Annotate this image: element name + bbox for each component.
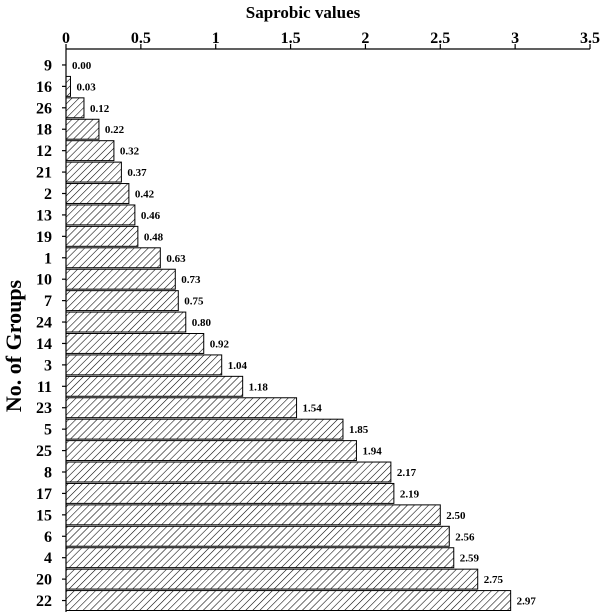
data-label: 1.54	[303, 403, 323, 415]
data-labels: 0.00 0.03 0.12 0.22 0.32 0.37 0.42 0.46 0.480.63…	[72, 60, 536, 608]
category-label: 17	[36, 486, 52, 503]
category-labels: 9 16 26 18 12 21 2 13 19 1 10 7 24 14 3 11 23 5 25 8 17 15 6 4 2…	[36, 57, 66, 610]
category-label: 23	[36, 400, 52, 417]
category-label: 8	[44, 465, 52, 482]
data-label: 1.04	[228, 360, 248, 372]
bar	[65, 354, 223, 376]
bar	[65, 525, 450, 547]
data-label: 1.18	[249, 381, 269, 393]
data-label: 0.32	[120, 146, 140, 158]
bar	[65, 418, 344, 440]
data-label: 0.03	[76, 81, 96, 93]
data-label: 0.48	[144, 231, 164, 243]
category-label: 6	[44, 529, 52, 546]
category-label: 24	[36, 315, 52, 332]
data-label: 0.46	[141, 210, 161, 222]
x-tick-label: 2.5	[430, 30, 450, 47]
data-label: 2.59	[460, 553, 480, 565]
category-label: 14	[36, 336, 52, 353]
bar	[65, 290, 179, 312]
data-label: 0.75	[184, 296, 204, 308]
data-label: 0.73	[181, 274, 201, 286]
bar	[65, 311, 187, 333]
category-label: 9	[44, 57, 52, 74]
x-tick-label: 1	[212, 30, 220, 47]
y-axis-title: No. of Groups	[1, 279, 26, 412]
bar	[65, 333, 205, 354]
data-label: 0.92	[210, 338, 230, 350]
x-tick-label: 2	[361, 30, 369, 47]
bar	[65, 482, 395, 504]
data-label: 2.50	[446, 510, 466, 522]
category-label: 12	[36, 143, 52, 160]
category-label: 18	[36, 122, 52, 139]
bar	[65, 161, 122, 183]
category-label: 3	[44, 357, 52, 374]
bar	[65, 183, 130, 204]
category-label: 25	[36, 443, 52, 460]
bar	[65, 440, 357, 462]
data-label: 0.12	[90, 103, 110, 115]
x-tick-label: 0	[62, 30, 70, 47]
bar	[65, 268, 176, 290]
category-label: 21	[36, 165, 52, 182]
bar	[65, 547, 455, 569]
bar	[65, 225, 139, 247]
category-label: 19	[36, 229, 52, 246]
data-label: 2.19	[400, 488, 420, 500]
bar	[65, 590, 512, 611]
category-label: 7	[44, 293, 52, 310]
category-label: 15	[36, 507, 52, 524]
data-label: 2.75	[484, 574, 504, 586]
x-tick-label: 3.5	[580, 30, 600, 47]
category-label: 20	[36, 572, 52, 589]
bar	[65, 140, 115, 162]
bar	[65, 504, 441, 526]
category-label: 4	[44, 550, 52, 567]
data-label: 0.22	[105, 124, 125, 136]
category-label: 13	[36, 207, 52, 224]
x-axis-ticks: 0 0.5 1 1.5 2 2.5 3 3.5	[62, 30, 600, 49]
data-label: 0.00	[72, 60, 92, 72]
data-label: 1.85	[349, 424, 369, 436]
data-label: 0.63	[166, 253, 186, 265]
x-tick-label: 3	[511, 30, 519, 47]
bar	[65, 375, 244, 397]
category-label: 16	[36, 79, 52, 96]
data-label: 2.17	[397, 467, 417, 479]
bar	[65, 397, 298, 419]
bar	[65, 568, 479, 590]
category-label: 2	[44, 186, 52, 203]
data-label: 0.80	[192, 317, 212, 329]
category-label: 1	[44, 250, 52, 267]
bar	[65, 204, 136, 226]
category-label: 5	[44, 422, 52, 439]
bar	[65, 118, 100, 140]
data-label: 2.56	[455, 531, 475, 543]
category-label: 11	[37, 379, 52, 396]
data-label: 2.97	[517, 596, 537, 608]
data-label: 1.94	[362, 446, 382, 458]
category-label: 22	[36, 593, 52, 610]
bar	[65, 75, 71, 97]
x-axis-title: Saprobic values	[246, 3, 361, 22]
bar	[65, 461, 392, 483]
data-label: 0.42	[135, 189, 155, 201]
bar	[65, 97, 85, 119]
category-label: 10	[36, 272, 52, 289]
x-tick-label: 0.5	[131, 30, 151, 47]
bar	[65, 247, 161, 269]
category-label: 26	[36, 100, 52, 117]
data-label: 0.37	[127, 167, 147, 179]
x-tick-label: 1.5	[281, 30, 301, 47]
